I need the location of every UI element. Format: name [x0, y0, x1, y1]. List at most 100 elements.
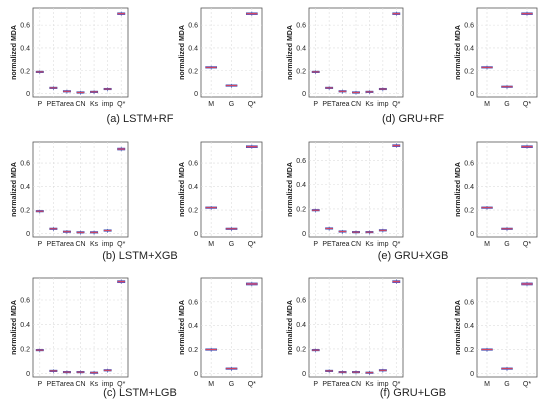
- panel-lstm_xgb_b: 0 0.2 0.4 0.6 M G Q* normalized MDA: [179, 141, 263, 248]
- y-tick-label: 0.2: [296, 68, 306, 75]
- y-axis-label: normalized MDA: [455, 300, 462, 355]
- panel-caption: (f) GRU+LGB: [380, 387, 446, 399]
- y-tick-label: 0.6: [464, 23, 474, 30]
- y-tick-label: 0.2: [464, 347, 474, 354]
- x-tick-label: CN: [351, 101, 361, 108]
- y-axis-label: normalized MDA: [11, 25, 18, 80]
- x-tick-label: G: [504, 101, 509, 108]
- panel-gru_rf_a: 0 0.2 0.4 0.6 P PET area CN Ks imp Q* normalized MD…: [287, 7, 404, 108]
- panel-caption: (d) GRU+RF: [382, 113, 444, 125]
- x-tick-label: PET: [322, 241, 336, 248]
- x-tick-label: CN: [351, 241, 361, 248]
- x-tick-label: M: [484, 381, 490, 388]
- x-tick-label: Q*: [248, 241, 256, 248]
- y-tick-label: 0.2: [20, 346, 30, 353]
- panel-gru_rf_b: 0 0.2 0.4 0.6 M G Q* normalized MDA: [455, 7, 538, 108]
- y-tick-label: 0.4: [188, 184, 198, 191]
- y-tick-label: 0.4: [296, 322, 306, 329]
- panel-lstm_rf_a: 0 0.2 0.4 0.6 P PET area CN Ks imp Q* normalized MD…: [11, 7, 129, 108]
- y-tick-label: 0.4: [464, 45, 474, 52]
- panel-caption: (b) LSTM+XGB: [102, 250, 178, 262]
- x-tick-label: Q*: [523, 241, 531, 248]
- panel-gru_lgb_b: 0 0.2 0.4 0.6 M G Q* normalized MDA: [455, 277, 538, 388]
- x-tick-label: area: [336, 101, 350, 108]
- x-tick-label: P: [37, 101, 42, 108]
- x-tick-label: Ks: [365, 381, 374, 388]
- y-tick-label: 0.6: [296, 23, 306, 30]
- x-tick-label: G: [229, 381, 234, 388]
- x-tick-label: area: [336, 241, 350, 248]
- x-tick-label: G: [229, 241, 234, 248]
- panel-lstm_xgb_a: 0 0.2 0.4 0.6 P PET area CN Ks imp Q* normalized MD…: [11, 141, 129, 248]
- y-axis-label: normalized MDA: [11, 162, 18, 217]
- plot-frame: [476, 141, 538, 238]
- panel-gru_xgb_b: 0 0.2 0.4 0.6 M G Q* normalized MDA: [455, 141, 538, 248]
- y-tick-label: 0.4: [464, 184, 474, 191]
- y-tick-label: 0.4: [296, 45, 306, 52]
- x-tick-label: Q*: [392, 101, 400, 108]
- y-tick-label: 0.6: [296, 158, 306, 165]
- x-tick-label: PET: [322, 381, 336, 388]
- x-tick-label: area: [60, 241, 74, 248]
- y-tick-label: 0: [26, 231, 30, 238]
- x-tick-label: PET: [322, 101, 336, 108]
- x-tick-label: CN: [351, 381, 361, 388]
- x-tick-label: Q*: [117, 241, 125, 248]
- y-tick-label: 0.6: [188, 299, 198, 306]
- y-axis-label: normalized MDA: [179, 300, 186, 355]
- x-tick-label: P: [313, 101, 318, 108]
- x-tick-label: CN: [75, 241, 85, 248]
- y-tick-label: 0.4: [296, 182, 306, 189]
- x-tick-label: PET: [47, 101, 61, 108]
- y-tick-label: 0.6: [464, 161, 474, 168]
- y-tick-label: 0.6: [188, 161, 198, 168]
- x-tick-label: Ks: [90, 241, 99, 248]
- y-tick-label: 0: [470, 91, 474, 98]
- plot-frame: [308, 141, 404, 238]
- x-tick-label: Ks: [365, 101, 374, 108]
- plot-frame: [32, 141, 129, 238]
- y-tick-label: 0: [26, 371, 30, 378]
- x-tick-label: P: [313, 241, 318, 248]
- y-tick-label: 0.6: [20, 23, 30, 30]
- y-tick-label: 0.4: [20, 184, 30, 191]
- y-tick-label: 0.4: [188, 323, 198, 330]
- plot-frame: [200, 141, 263, 238]
- x-tick-label: Q*: [523, 381, 531, 388]
- x-tick-label: M: [208, 101, 214, 108]
- panel-lstm_rf_b: 0 0.2 0.4 0.6 M G Q* normalized MDA: [179, 7, 263, 108]
- x-tick-label: P: [37, 381, 42, 388]
- x-tick-label: Ks: [365, 241, 374, 248]
- y-tick-label: 0.6: [464, 299, 474, 306]
- y-tick-label: 0.2: [464, 68, 474, 75]
- y-axis-label: normalized MDA: [455, 25, 462, 80]
- y-tick-label: 0.2: [296, 206, 306, 213]
- x-tick-label: M: [208, 381, 214, 388]
- x-tick-label: Q*: [392, 241, 400, 248]
- x-tick-label: Q*: [117, 101, 125, 108]
- y-axis-label: normalized MDA: [287, 300, 294, 355]
- y-tick-label: 0.2: [20, 68, 30, 75]
- y-tick-label: 0: [194, 371, 198, 378]
- y-tick-label: 0.6: [20, 298, 30, 305]
- y-tick-label: 0: [302, 371, 306, 378]
- x-tick-label: CN: [75, 381, 85, 388]
- x-tick-label: Q*: [117, 381, 125, 388]
- x-tick-label: area: [60, 381, 74, 388]
- panel-lstm_lgb_b: 0 0.2 0.4 0.6 M G Q* normalized MDA: [179, 277, 263, 388]
- y-tick-label: 0.4: [464, 323, 474, 330]
- x-tick-label: Ks: [90, 101, 99, 108]
- y-axis-label: normalized MDA: [179, 162, 186, 217]
- x-tick-label: imp: [102, 241, 113, 248]
- x-tick-label: Q*: [392, 381, 400, 388]
- y-tick-label: 0.6: [296, 298, 306, 305]
- x-tick-label: PET: [47, 241, 61, 248]
- x-tick-label: imp: [102, 101, 113, 108]
- panel-gru_xgb_a: 0 0.2 0.4 0.6 P PET area CN Ks imp Q* normalized MD…: [287, 141, 404, 248]
- y-tick-label: 0: [470, 231, 474, 238]
- y-axis-label: normalized MDA: [455, 162, 462, 217]
- y-tick-label: 0.2: [296, 346, 306, 353]
- y-tick-label: 0.4: [188, 45, 198, 52]
- panel-caption: (e) GRU+XGB: [378, 250, 449, 262]
